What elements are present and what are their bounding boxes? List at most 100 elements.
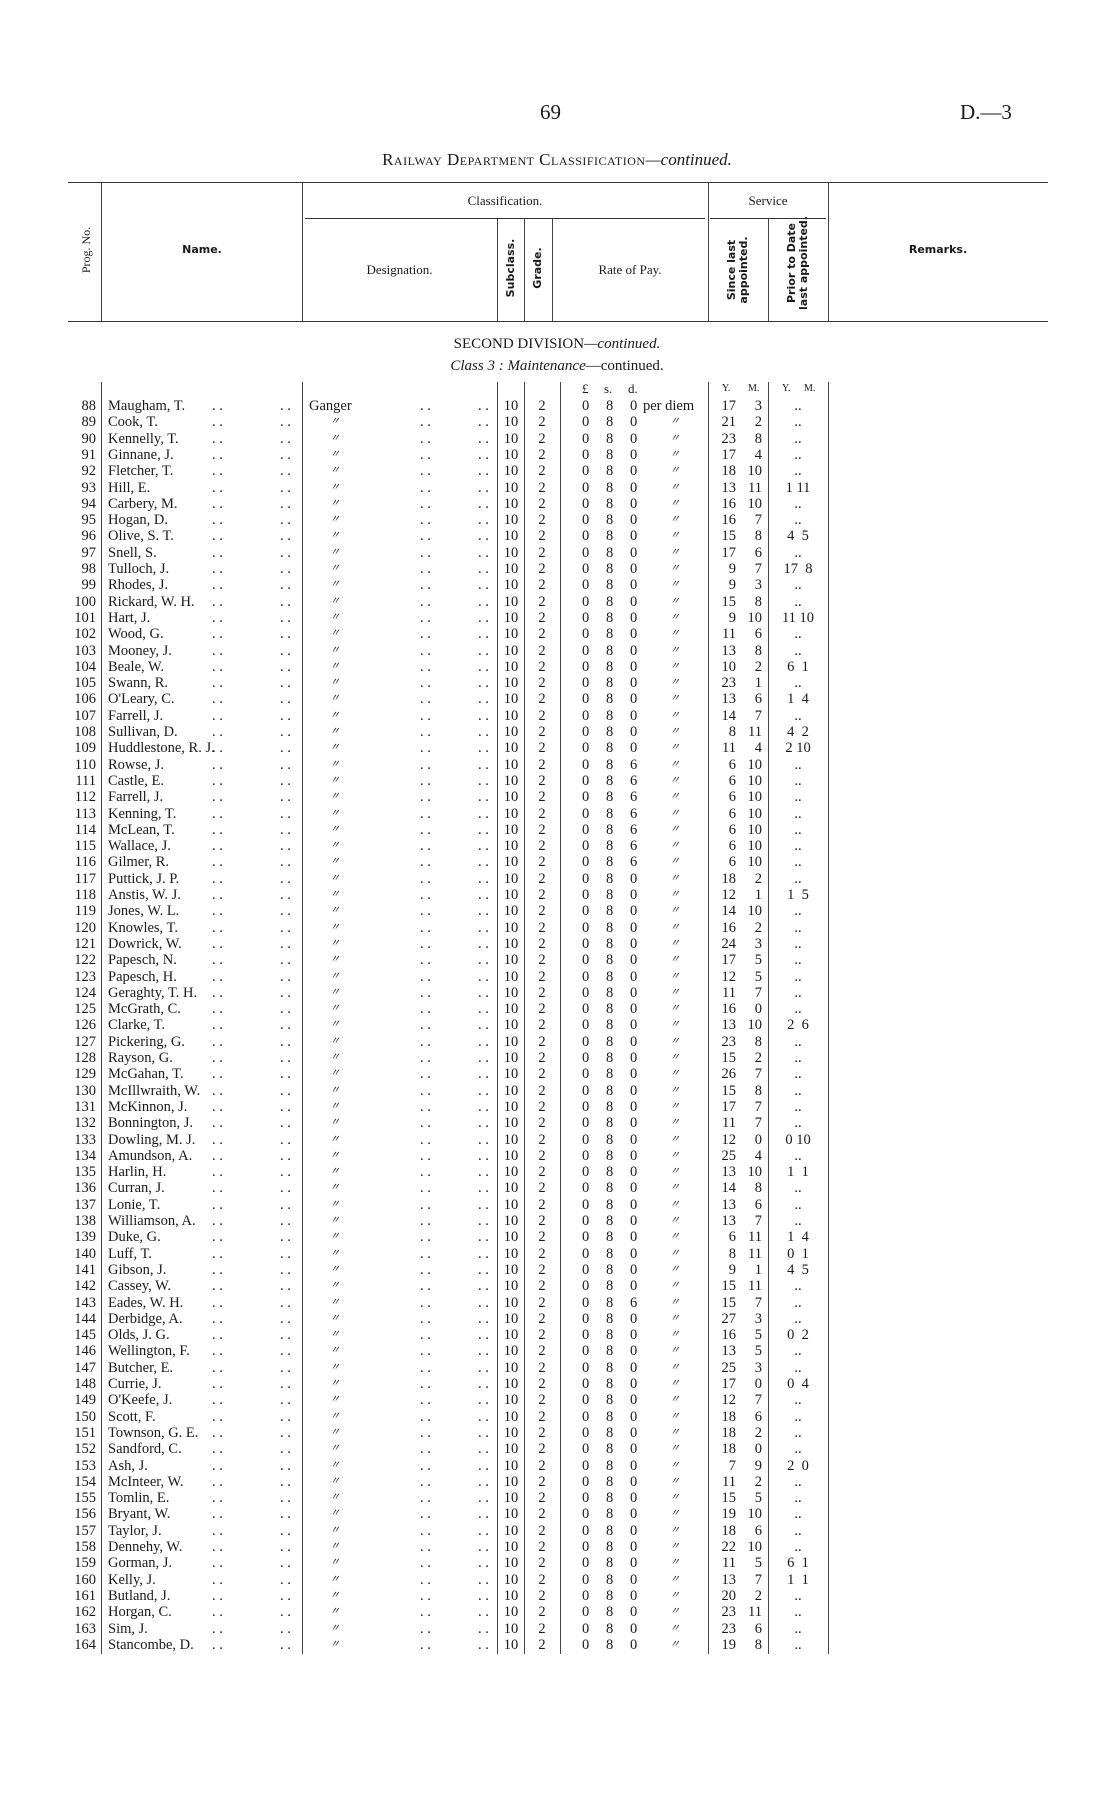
since-months: 10 [747, 1164, 763, 1181]
pence: 0 [630, 479, 638, 496]
designation: 〃 [330, 970, 340, 982]
grade: 2 [538, 1636, 546, 1653]
shillings: 8 [606, 1359, 614, 1376]
designation-leader: . . [478, 430, 489, 447]
subclass: 10 [503, 1098, 519, 1115]
since-months: 2 [754, 919, 762, 936]
pence: 0 [630, 1033, 638, 1050]
name-leader: . . [280, 577, 291, 594]
since-months: 8 [754, 430, 762, 447]
designation-leader: . . [420, 968, 431, 985]
prior-service: .. [794, 1180, 802, 1197]
class-name: Maintenance [507, 358, 586, 374]
pence: 0 [630, 935, 638, 952]
rate-unit: 〃 [670, 1052, 680, 1063]
grade: 2 [538, 1359, 546, 1376]
grade: 2 [538, 1310, 546, 1327]
name-leader: . . [280, 1457, 291, 1474]
divider [524, 382, 525, 1654]
designation-leader: . . [478, 1392, 489, 1409]
name: Kenning, T. [108, 805, 177, 822]
name-leader: . . [280, 495, 291, 512]
pounds: 0 [582, 1620, 590, 1637]
grade: 2 [538, 463, 546, 480]
designation-leader: . . [478, 952, 489, 969]
shillings: 8 [606, 1376, 614, 1392]
since-months: 7 [754, 1066, 762, 1083]
name-leader: . . [280, 1310, 291, 1327]
designation-leader: . . [478, 1555, 489, 1572]
since-months: 10 [747, 463, 763, 480]
designation-leader: . . [478, 1359, 489, 1376]
shillings: 8 [606, 1196, 614, 1213]
prog-no: 137 [74, 1196, 96, 1213]
prior-service: 4 5 [787, 528, 809, 545]
designation-leader: . . [420, 1604, 431, 1621]
designation-leader: . . [420, 1196, 431, 1213]
prior-service: .. [794, 838, 802, 855]
pounds: 0 [582, 414, 590, 431]
name-leader: . . [212, 1343, 223, 1360]
prog-no: 100 [74, 593, 96, 610]
prog-no: 112 [74, 789, 96, 806]
prog-no: 88 [81, 398, 97, 414]
designation-leader: . . [420, 1522, 431, 1539]
since-months: 6 [754, 1620, 762, 1637]
designation: 〃 [330, 1035, 340, 1047]
pounds: 0 [582, 642, 590, 659]
divider [552, 219, 553, 321]
name-leader: . . [280, 1441, 291, 1458]
rate-unit: 〃 [670, 432, 680, 444]
designation-leader: . . [420, 479, 431, 496]
subclass: 10 [503, 935, 519, 952]
shillings: 8 [606, 919, 614, 936]
designation: 〃 [330, 1019, 340, 1031]
name-leader: . . [280, 887, 291, 903]
since-months: 3 [754, 935, 762, 952]
since-years: 27 [721, 1310, 737, 1327]
prior-service: .. [794, 1213, 802, 1229]
prior-service: 11 10 [781, 609, 815, 626]
shillings: 8 [606, 740, 614, 757]
pounds: 0 [582, 1376, 590, 1392]
since-months: 10 [747, 903, 763, 920]
pounds: 0 [582, 707, 590, 724]
since-months: 10 [747, 756, 763, 773]
name: Williamson, A. [108, 1213, 196, 1229]
pounds: 0 [582, 968, 590, 985]
prior-service: .. [794, 805, 802, 822]
pence: 6 [630, 756, 638, 773]
subclass: 10 [503, 1587, 519, 1604]
pounds: 0 [582, 1098, 590, 1115]
name-leader: . . [212, 870, 223, 887]
subclass: 10 [503, 1376, 519, 1392]
pounds: 0 [582, 1490, 590, 1507]
shillings: 8 [606, 1147, 614, 1164]
grade: 2 [538, 1147, 546, 1164]
shillings: 8 [606, 1164, 614, 1181]
designation: 〃 [330, 1589, 340, 1601]
designation-leader: . . [478, 398, 489, 414]
name-leader: . . [280, 593, 291, 610]
since-months: 11 [748, 1245, 762, 1262]
designation: 〃 [330, 889, 340, 900]
designation: 〃 [330, 1215, 340, 1226]
divider [101, 382, 102, 1654]
name-leader: . . [212, 1001, 223, 1018]
name: Anstis, W. J. [108, 887, 181, 903]
grade: 2 [538, 1082, 546, 1099]
pence: 0 [630, 1261, 638, 1278]
designation-leader: . . [420, 1294, 431, 1311]
subclass: 10 [503, 724, 519, 740]
designation-leader: . . [420, 1131, 431, 1148]
rate-unit: 〃 [670, 611, 680, 623]
designation-leader: . . [478, 1001, 489, 1018]
name: Luff, T. [108, 1245, 152, 1262]
table-row: 115 Wallace, J.. .. . 〃. .. . 10 2 0 8 6 〃 6 10.. [0, 838, 1114, 854]
prior-service: .. [794, 414, 802, 431]
prior-service: 1 5 [787, 887, 809, 903]
pence: 0 [630, 1066, 638, 1083]
name: Farrell, J. [108, 707, 164, 724]
name-leader: . . [212, 1539, 223, 1555]
